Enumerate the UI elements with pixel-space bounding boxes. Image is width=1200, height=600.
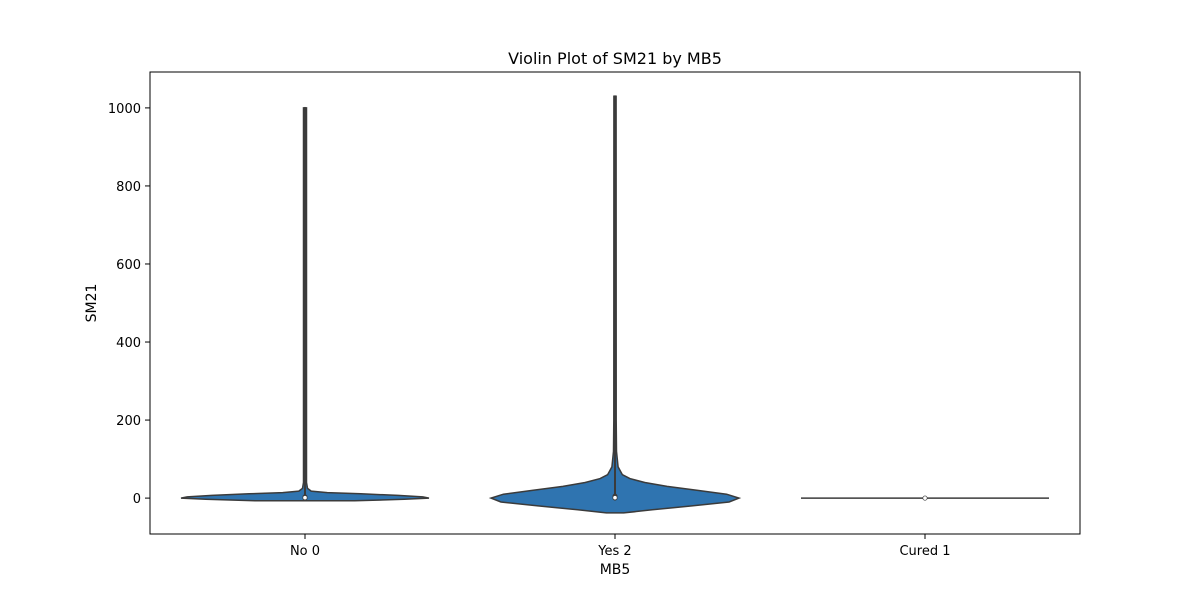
- y-axis-label: SM21: [84, 284, 100, 323]
- violin-cured-1: [801, 495, 1049, 501]
- y-axis: 0 200 400 600 800 1000: [108, 102, 150, 507]
- x-tick-label: No 0: [290, 544, 320, 559]
- x-axis-label: MB5: [600, 562, 631, 578]
- violin-median-marker: [303, 495, 307, 500]
- y-tick-label: 200: [116, 414, 141, 429]
- y-tick-label: 400: [116, 336, 141, 351]
- violin-median-marker: [923, 496, 927, 500]
- violin-median-marker: [613, 495, 617, 500]
- x-tick-label: Cured 1: [899, 544, 950, 559]
- y-tick-label: 0: [133, 492, 141, 507]
- y-tick-label: 600: [116, 258, 141, 273]
- y-tick-label: 800: [116, 180, 141, 195]
- violin-no-0: [180, 106, 430, 502]
- x-tick-label: Yes 2: [597, 544, 631, 559]
- x-axis: No 0 Yes 2 Cured 1: [290, 534, 951, 559]
- y-tick-label: 1000: [108, 102, 141, 117]
- chart-title: Violin Plot of SM21 by MB5: [508, 49, 722, 68]
- violin-yes-2: [488, 95, 742, 514]
- plot-area: [180, 95, 1049, 514]
